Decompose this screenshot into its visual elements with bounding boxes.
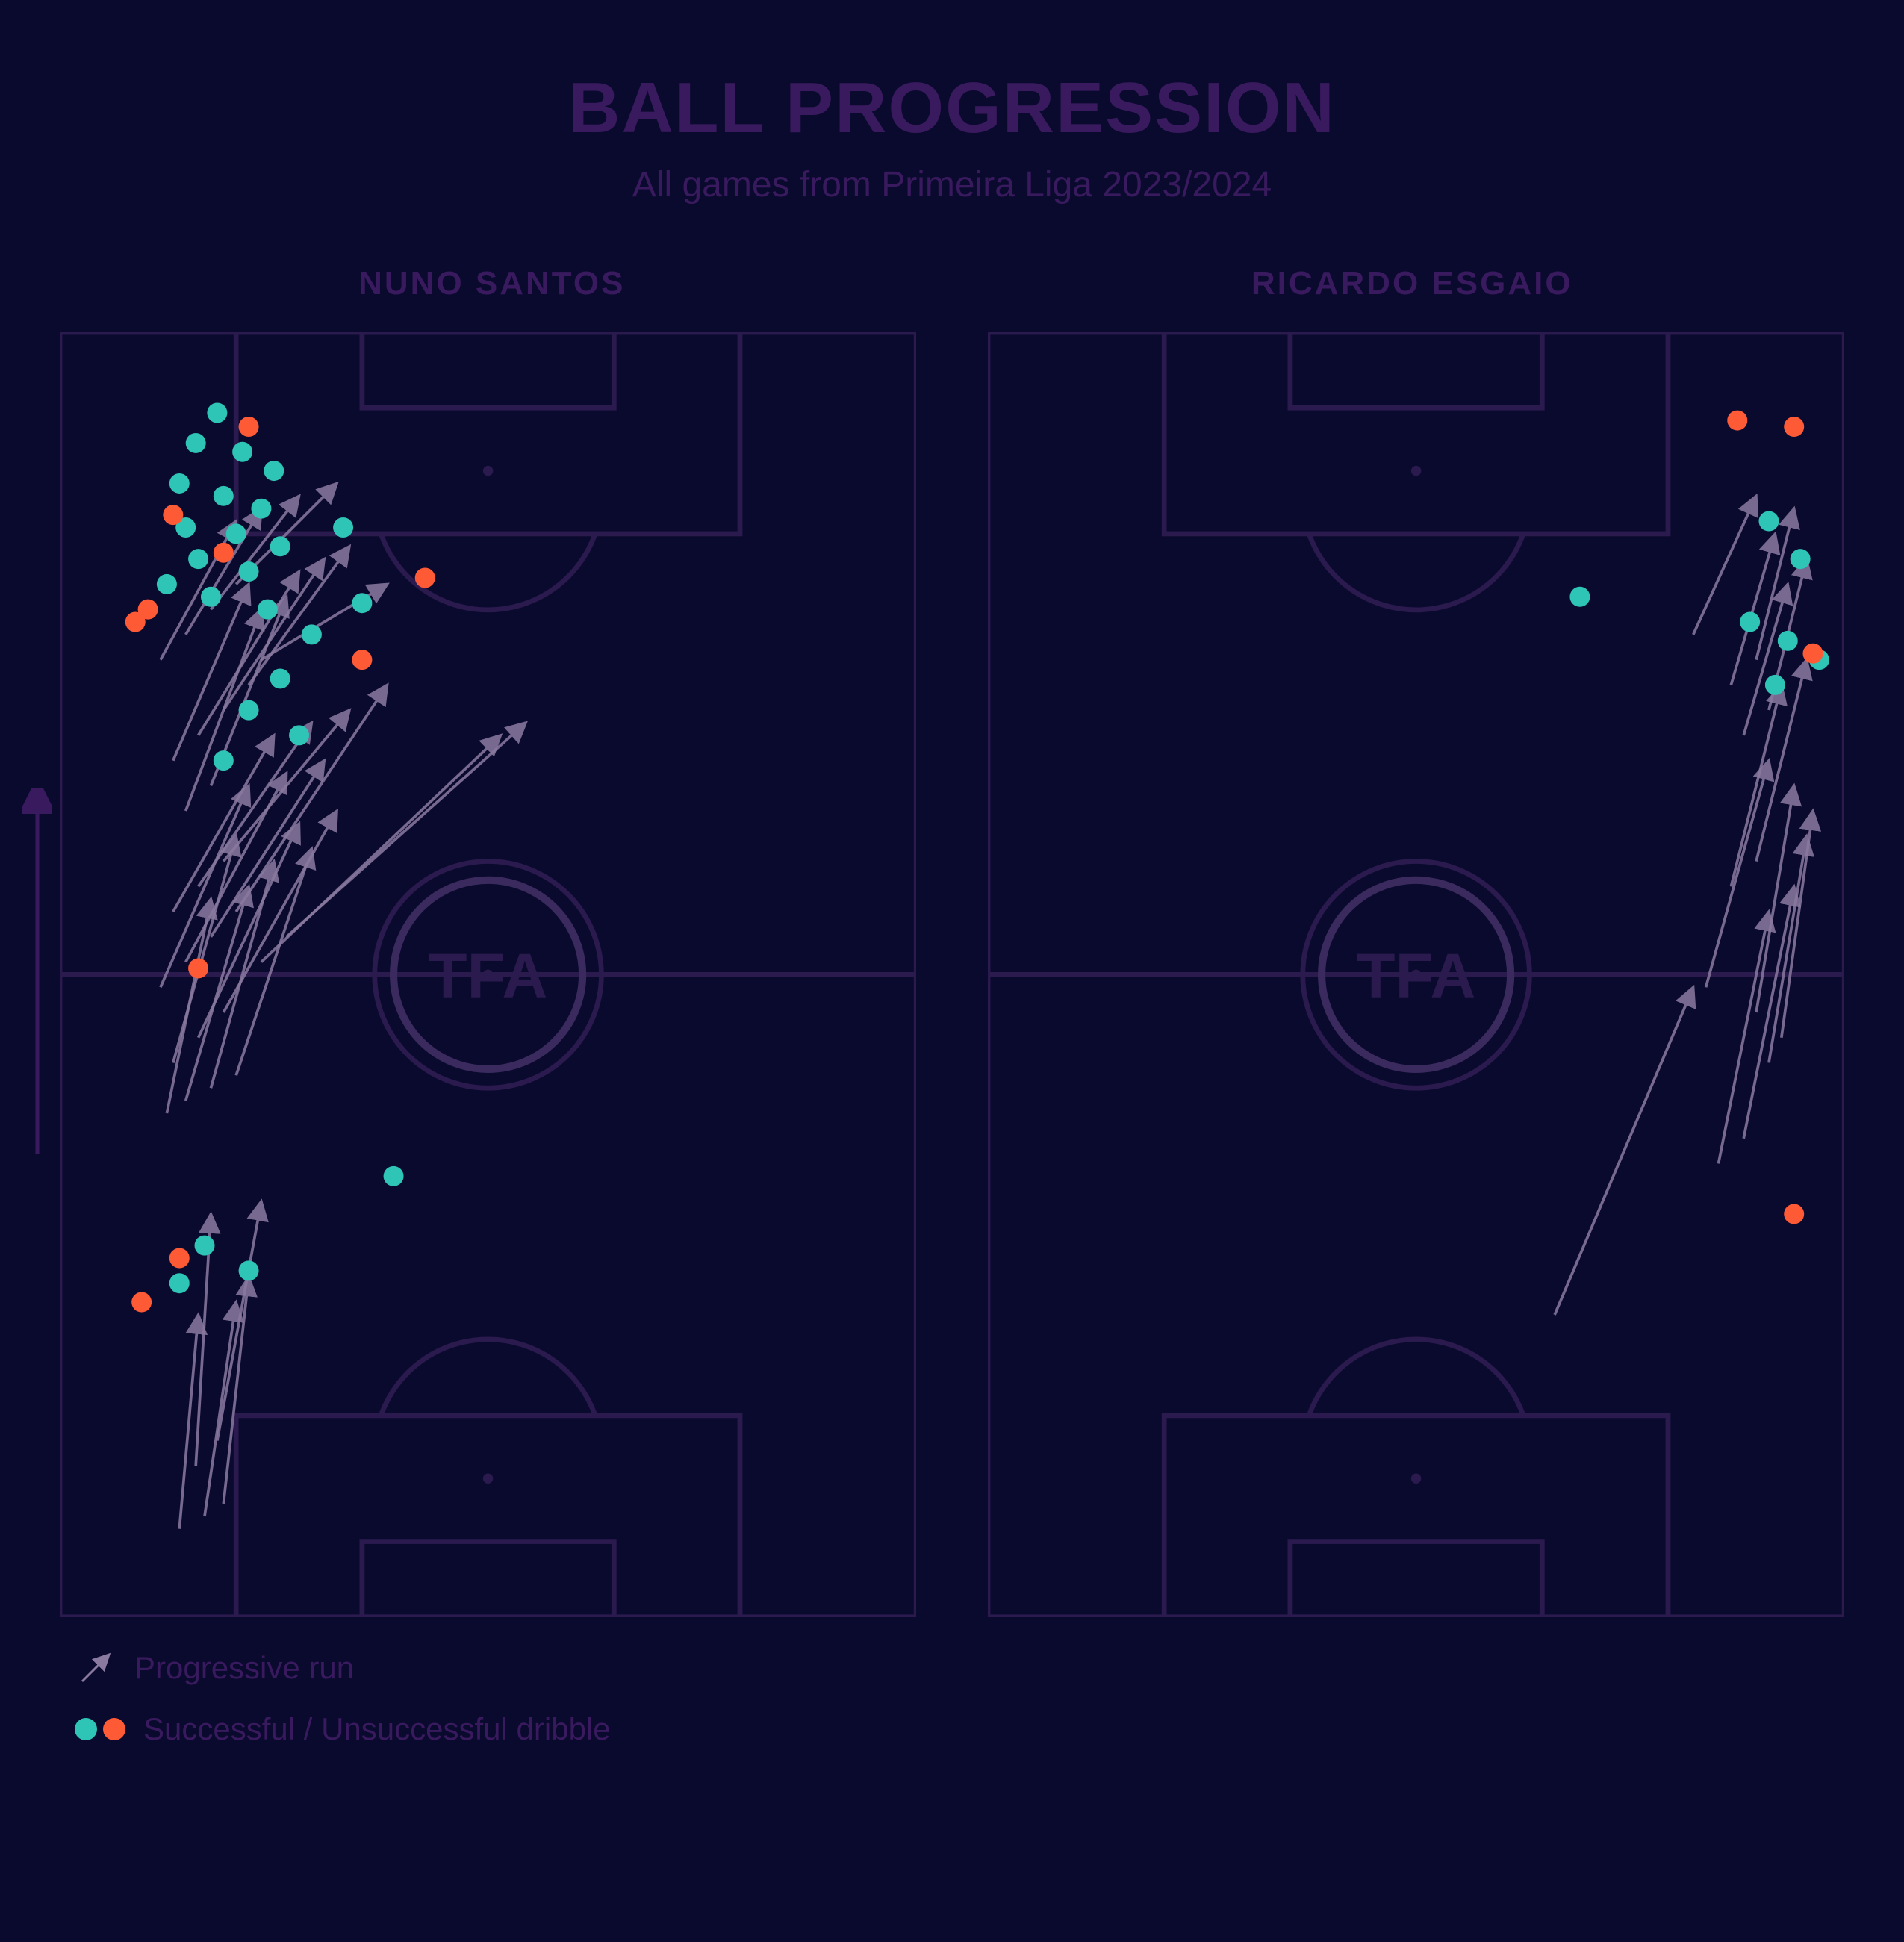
main-title: BALL PROGRESSION [60,67,1844,149]
legend-row-dribble: Successful / Unsuccessful dribble [75,1711,1844,1747]
player-right-name: RICARDO ESGAIO [987,265,1837,302]
legend-run-label: Progressive run [134,1650,354,1686]
player-names-row: NUNO SANTOS RICARDO ESGAIO [60,265,1844,302]
dribble-dots-icon [75,1718,125,1740]
progressive-run-icon [75,1647,116,1689]
pitches-row: TFA TFA [60,332,1844,1617]
chart-container: BALL PROGRESSION All games from Primeira… [0,0,1904,1942]
direction-arrow-icon [22,788,52,1161]
fail-dot-icon [103,1718,125,1740]
pitch-left: TFA [60,332,916,1617]
svg-text:TFA: TFA [1357,941,1475,1011]
player-left-name: NUNO SANTOS [67,265,917,302]
success-dot-icon [75,1718,97,1740]
pitch-right: TFA [988,332,1844,1617]
pitch-left-svg: TFA [60,332,916,1617]
pitch-right-svg: TFA [988,332,1844,1617]
legend-row-run: Progressive run [75,1647,1844,1689]
svg-text:TFA: TFA [429,941,547,1011]
subtitle: All games from Primeira Liga 2023/2024 [60,164,1844,205]
legend-dribble-label: Successful / Unsuccessful dribble [143,1711,611,1747]
legend: Progressive run Successful / Unsuccessfu… [75,1647,1844,1747]
